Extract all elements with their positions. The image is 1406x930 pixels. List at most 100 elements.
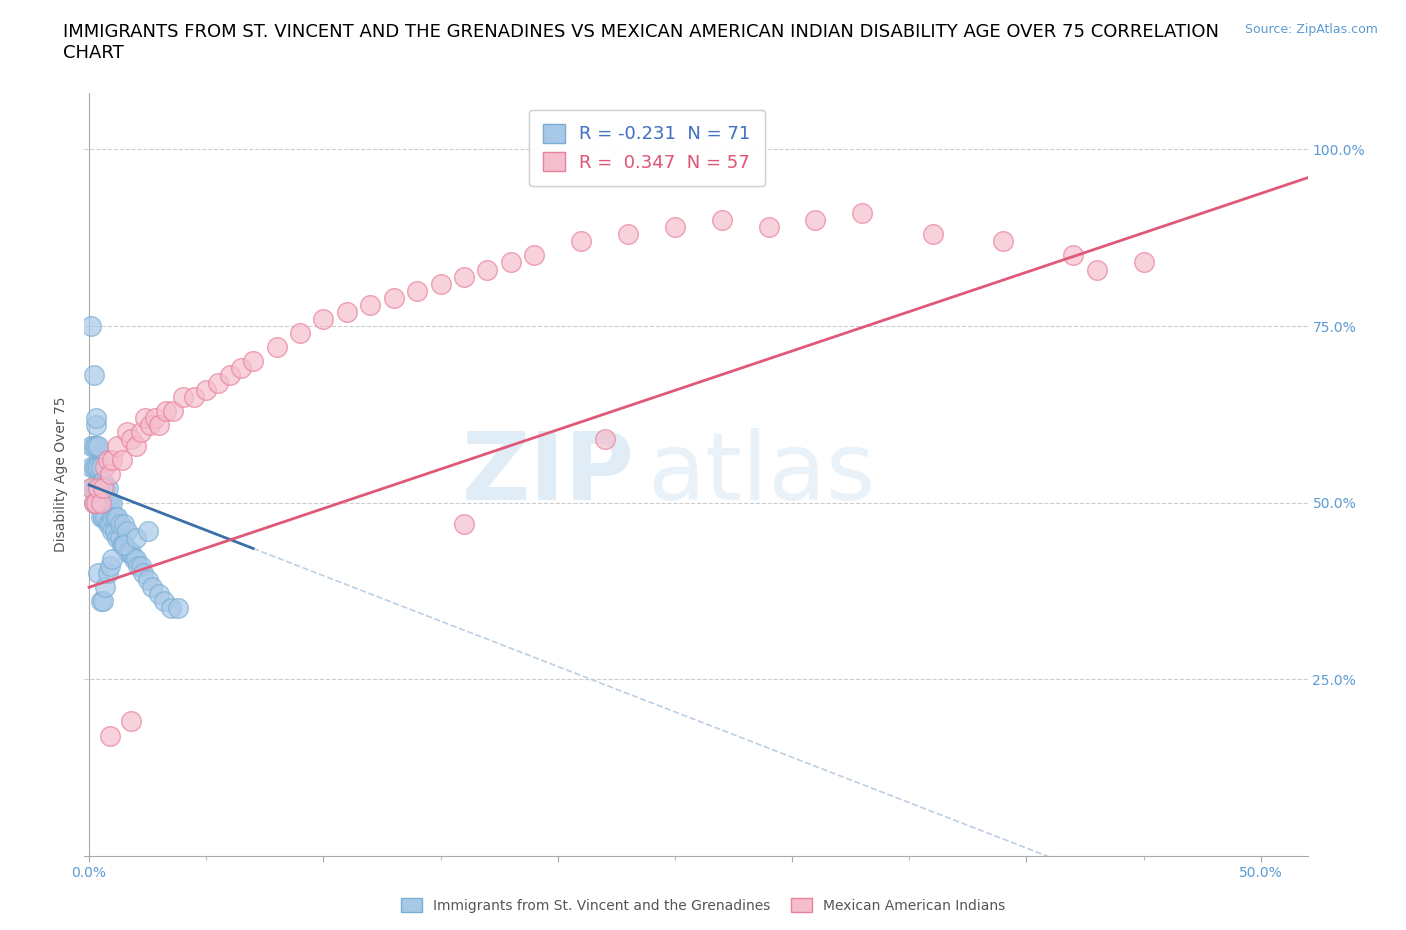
Text: Source: ZipAtlas.com: Source: ZipAtlas.com	[1244, 23, 1378, 36]
Point	[97, 495, 120, 510]
Point	[617, 227, 640, 242]
Point	[87, 439, 110, 454]
Point	[122, 551, 145, 566]
Point	[1132, 255, 1154, 270]
Point	[91, 481, 114, 496]
Point	[101, 510, 124, 525]
Point	[523, 248, 546, 263]
Point	[97, 481, 120, 496]
Point	[108, 530, 131, 545]
Point	[141, 579, 163, 594]
Point	[218, 368, 240, 383]
Point	[1062, 248, 1084, 263]
Point	[231, 361, 253, 376]
Point	[115, 524, 138, 538]
Point	[94, 459, 117, 474]
Point	[94, 481, 117, 496]
Point	[105, 530, 128, 545]
Point	[84, 439, 107, 454]
Point	[125, 439, 148, 454]
Point	[80, 481, 103, 496]
Point	[127, 559, 149, 574]
Point	[710, 213, 733, 228]
Point	[91, 594, 114, 609]
Point	[143, 410, 166, 425]
Point	[87, 459, 110, 474]
Point	[153, 594, 176, 609]
Point	[499, 255, 522, 270]
Point	[134, 410, 156, 425]
Point	[118, 545, 141, 560]
Point	[84, 495, 107, 510]
Point	[87, 565, 110, 580]
Point	[382, 290, 405, 305]
Point	[83, 368, 105, 383]
Point	[108, 516, 131, 531]
Point	[84, 459, 107, 474]
Text: atlas: atlas	[647, 429, 876, 520]
Point	[120, 432, 142, 446]
Point	[172, 389, 194, 404]
Point	[84, 410, 107, 425]
Point	[90, 459, 112, 474]
Point	[162, 404, 184, 418]
Point	[90, 495, 112, 510]
Point	[101, 551, 124, 566]
Point	[87, 481, 110, 496]
Point	[148, 418, 170, 432]
Legend: Immigrants from St. Vincent and the Grenadines, Mexican American Indians: Immigrants from St. Vincent and the Gren…	[395, 893, 1011, 919]
Point	[97, 516, 120, 531]
Point	[101, 524, 124, 538]
Point	[593, 432, 616, 446]
Point	[97, 453, 120, 468]
Point	[120, 545, 142, 560]
Point	[87, 481, 110, 496]
Point	[112, 538, 135, 552]
Point	[83, 495, 105, 510]
Point	[125, 551, 148, 566]
Point	[160, 601, 183, 616]
Point	[129, 424, 152, 439]
Point	[148, 587, 170, 602]
Point	[83, 439, 105, 454]
Point	[94, 495, 117, 510]
Point	[167, 601, 190, 616]
Point	[83, 459, 105, 474]
Point	[115, 545, 138, 560]
Point	[1085, 262, 1108, 277]
Point	[87, 495, 110, 510]
Point	[98, 559, 121, 574]
Point	[101, 495, 124, 510]
Point	[84, 481, 107, 496]
Point	[91, 495, 114, 510]
Point	[266, 339, 288, 354]
Point	[453, 269, 475, 284]
Point	[242, 354, 264, 369]
Point	[125, 530, 148, 545]
Point	[921, 227, 943, 242]
Point	[90, 594, 112, 609]
Point	[112, 538, 135, 552]
Point	[183, 389, 205, 404]
Point	[312, 312, 335, 326]
Point	[90, 481, 112, 496]
Point	[758, 219, 780, 234]
Point	[80, 459, 103, 474]
Point	[98, 516, 121, 531]
Point	[97, 565, 120, 580]
Point	[80, 439, 103, 454]
Point	[115, 424, 138, 439]
Point	[664, 219, 686, 234]
Point	[429, 276, 451, 291]
Point	[288, 326, 311, 340]
Point	[80, 319, 103, 334]
Point	[336, 304, 359, 319]
Point	[139, 418, 162, 432]
Point	[569, 233, 592, 248]
Legend: R = -0.231  N = 71, R =  0.347  N = 57: R = -0.231 N = 71, R = 0.347 N = 57	[529, 110, 765, 186]
Point	[104, 510, 127, 525]
Point	[129, 559, 152, 574]
Point	[98, 495, 121, 510]
Text: ZIP: ZIP	[463, 429, 636, 520]
Y-axis label: Disability Age Over 75: Disability Age Over 75	[55, 396, 69, 552]
